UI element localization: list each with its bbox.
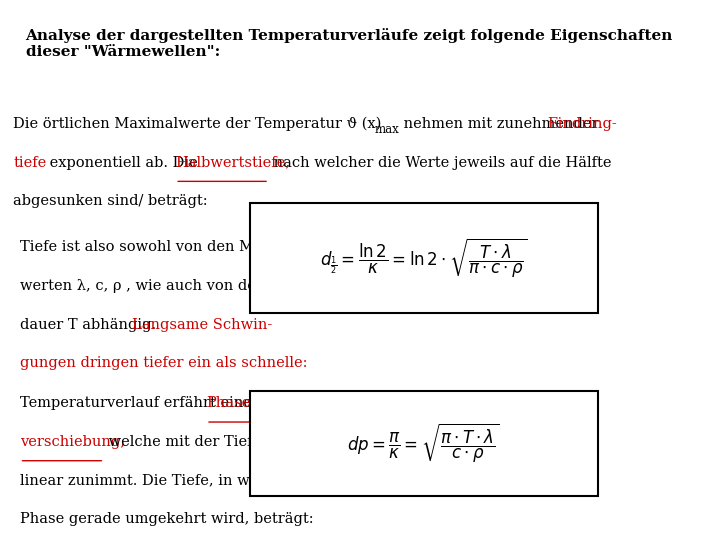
Text: nach welcher die Werte jeweils auf die Hälfte: nach welcher die Werte jeweils auf die H…: [269, 156, 611, 170]
FancyBboxPatch shape: [250, 203, 598, 313]
Text: Die örtlichen Maximalwerte der Temperatur ϑ (x): Die örtlichen Maximalwerte der Temperatu…: [14, 117, 382, 131]
Text: Tiefe ist also sowohl von den Material-: Tiefe ist also sowohl von den Material-: [19, 240, 307, 254]
Text: max: max: [375, 123, 400, 136]
Text: dauer T abhängig.: dauer T abhängig.: [19, 318, 161, 332]
Text: gungen dringen tiefer ein als schnelle:: gungen dringen tiefer ein als schnelle:: [19, 356, 307, 370]
Text: tiefe: tiefe: [14, 156, 47, 170]
Text: werten λ, c, ρ , wie auch von der Perioden-: werten λ, c, ρ , wie auch von der Period…: [19, 279, 338, 293]
Text: Langsame Schwin-: Langsame Schwin-: [132, 318, 272, 332]
Text: $d_{\frac{1}{2}} = \dfrac{\ln 2}{\kappa} = \ln 2 \cdot \sqrt{\dfrac{T \cdot \lam: $d_{\frac{1}{2}} = \dfrac{\ln 2}{\kappa}…: [320, 236, 528, 280]
Text: Temperaturverlauf erfährt eine: Temperaturverlauf erfährt eine: [19, 396, 256, 410]
FancyBboxPatch shape: [250, 391, 598, 496]
Text: welche mit der Tiefe: welche mit der Tiefe: [104, 435, 261, 449]
Text: nehmen mit zunehmender: nehmen mit zunehmender: [399, 117, 603, 131]
Text: Eindring-: Eindring-: [548, 117, 617, 131]
Text: verschiebung,: verschiebung,: [19, 435, 125, 449]
Text: Phase gerade umgekehrt wird, beträgt:: Phase gerade umgekehrt wird, beträgt:: [19, 512, 313, 526]
Text: Analyse der dargestellten Temperaturverläufe zeigt folgende Eigenschaften
dieser: Analyse der dargestellten Temperaturverl…: [26, 28, 673, 59]
Text: linear zunimmt. Die Tiefe, in welcher die: linear zunimmt. Die Tiefe, in welcher di…: [19, 474, 323, 488]
Text: Halbwertstiefe,: Halbwertstiefe,: [175, 156, 290, 170]
Text: exponentiell ab. Die: exponentiell ab. Die: [45, 156, 202, 170]
Text: $dp = \dfrac{\pi}{\kappa} = \sqrt{\dfrac{\pi \cdot T \cdot \lambda}{c \cdot \rho: $dp = \dfrac{\pi}{\kappa} = \sqrt{\dfrac…: [347, 422, 500, 465]
Text: Phasen-: Phasen-: [206, 396, 265, 410]
Text: abgesunken sind/ beträgt:: abgesunken sind/ beträgt:: [14, 194, 208, 208]
